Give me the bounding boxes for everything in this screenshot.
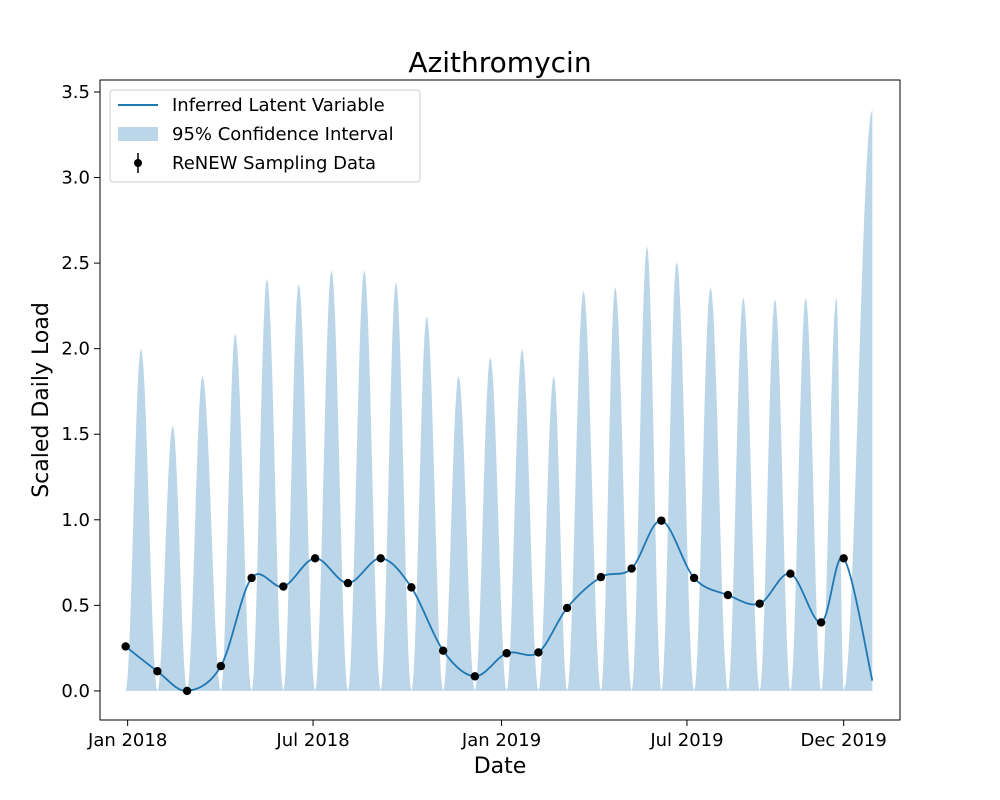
y-tick-label: 3.0 xyxy=(61,168,90,189)
data-point xyxy=(376,554,385,563)
legend: Inferred Latent Variable 95% Confidence … xyxy=(109,89,421,183)
data-point xyxy=(562,603,572,613)
data-point xyxy=(182,686,192,696)
data-point xyxy=(816,618,826,627)
x-tick-label: Jul 2019 xyxy=(649,730,723,751)
plot-frame xyxy=(99,79,901,721)
data-point xyxy=(470,672,480,681)
legend-entry-band: 95% Confidence Interval xyxy=(172,124,394,145)
data-point xyxy=(596,572,606,582)
data-point xyxy=(247,573,256,583)
data-point xyxy=(502,649,511,658)
data-point xyxy=(438,646,448,655)
y-tick-label: 3.5 xyxy=(61,82,90,103)
data-point xyxy=(839,554,848,563)
data-point xyxy=(216,661,226,671)
x-tick-label: Dec 2019 xyxy=(800,730,886,751)
y-tick-label: 2.5 xyxy=(61,253,90,274)
y-tick-label: 2.0 xyxy=(61,339,90,360)
data-point xyxy=(755,599,764,608)
confidence-band xyxy=(125,109,873,691)
data-point xyxy=(534,648,543,657)
data-point xyxy=(153,667,162,676)
y-tick-label: 0.5 xyxy=(61,595,90,616)
y-axis: 0.0 0.5 1.0 1.5 2.0 2.5 3.0 3.5 xyxy=(61,82,100,702)
legend-box xyxy=(109,89,421,183)
x-axis: Jan 2018 Jul 2018 Jan 2019 Jul 2019 Dec 2019 xyxy=(87,720,887,751)
data-point xyxy=(786,569,795,578)
legend-point-swatch xyxy=(134,159,142,167)
legend-band-swatch xyxy=(118,127,158,141)
data-point xyxy=(343,578,353,588)
data-point xyxy=(310,554,320,563)
x-tick-label: Jul 2018 xyxy=(275,730,349,751)
data-point xyxy=(689,573,699,583)
data-point xyxy=(657,516,666,525)
x-tick-label: Jan 2019 xyxy=(461,730,541,751)
legend-entry-line: Inferred Latent Variable xyxy=(172,95,385,116)
x-axis-label: Date xyxy=(474,754,527,779)
y-tick-label: 1.0 xyxy=(61,510,90,531)
plot-area xyxy=(121,109,874,696)
legend-entry-points: ReNEW Sampling Data xyxy=(172,153,376,174)
data-point xyxy=(627,564,636,573)
data-point xyxy=(121,642,130,651)
y-tick-label: 1.5 xyxy=(61,424,90,445)
x-tick-label: Jan 2018 xyxy=(87,730,167,751)
y-axis-label: Scaled Daily Load xyxy=(29,302,54,498)
data-point xyxy=(407,583,416,592)
data-point xyxy=(279,582,288,591)
data-point xyxy=(723,590,733,600)
y-tick-label: 0.0 xyxy=(61,681,90,702)
chart-title: Azithromycin xyxy=(408,46,591,79)
